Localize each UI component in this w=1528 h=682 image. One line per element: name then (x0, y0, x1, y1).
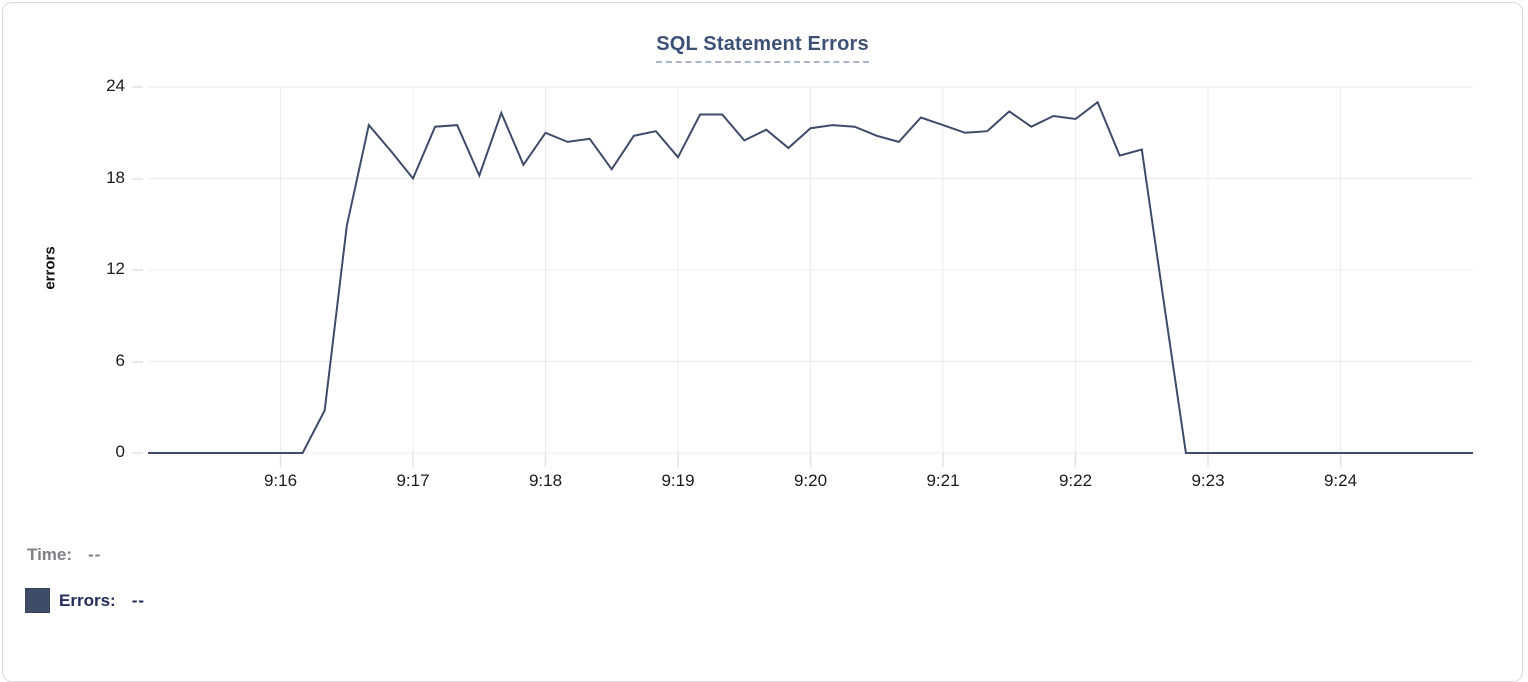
y-tick-mark (132, 177, 143, 180)
x-tick-label: 9:17 (396, 471, 430, 490)
y-tick-mark (132, 360, 143, 363)
x-tick-label: 9:24 (1323, 471, 1358, 490)
x-tick-label: 9:22 (1058, 471, 1093, 490)
legend-time-label: Time: (27, 545, 73, 564)
y-tick-label: 12 (106, 259, 125, 278)
chart-header: SQL Statement Errors (3, 33, 1522, 63)
errors-line-chart[interactable] (148, 86, 1473, 469)
x-tick-label: 9:19 (661, 471, 695, 490)
x-tick-label: 9:18 (528, 471, 563, 490)
errors-series-line[interactable] (148, 100, 1473, 454)
legend-time-value: -- (88, 545, 102, 564)
x-tick-label: 9:20 (793, 471, 828, 490)
y-tick-label: 24 (106, 76, 125, 95)
chart-title[interactable]: SQL Statement Errors (656, 33, 869, 63)
y-tick-mark (132, 269, 143, 271)
y-axis-label: errors (41, 246, 59, 290)
x-tick-label: 9:16 (263, 471, 298, 490)
legend-errors-row: Errors: -- (25, 588, 145, 613)
y-tick-label: 6 (115, 350, 125, 370)
x-tick-label: 9:23 (1191, 471, 1225, 490)
y-tick-label: 18 (106, 167, 125, 187)
errors-series-swatch (25, 588, 50, 613)
x-tick-label: 9:21 (926, 471, 960, 490)
legend-time-row: Time: -- (27, 545, 101, 565)
y-tick-mark (132, 452, 143, 454)
legend-errors-value: -- (131, 590, 146, 610)
legend-errors-label: Errors: (59, 590, 116, 610)
y-tick-label: 0 (115, 442, 125, 461)
y-tick-mark (132, 86, 143, 88)
